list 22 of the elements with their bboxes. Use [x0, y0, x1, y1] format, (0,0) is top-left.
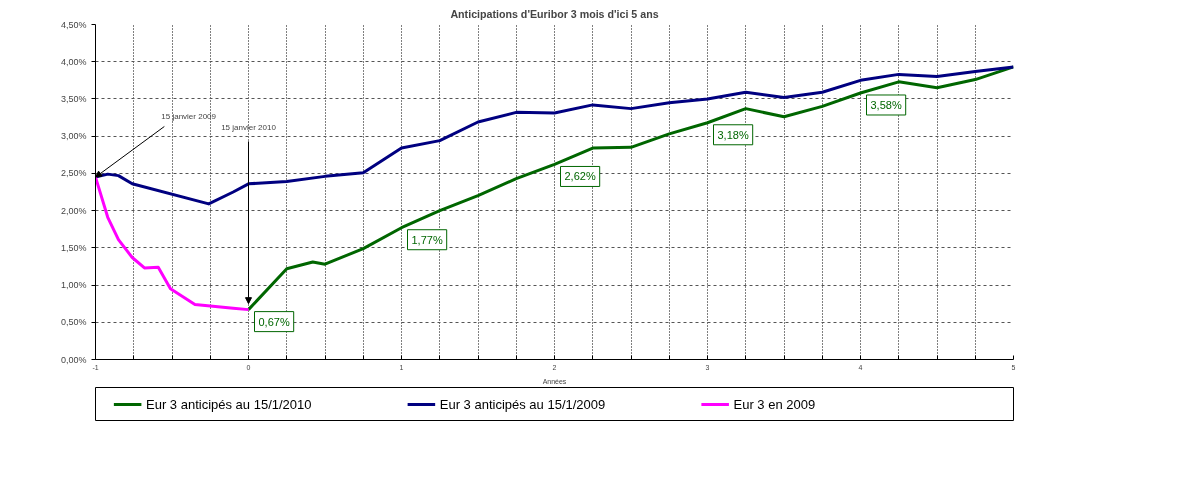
- y-tick-label: 0,50%: [60, 317, 87, 328]
- y-tick-label: 2,00%: [60, 205, 87, 216]
- line-series: [95, 65, 1014, 206]
- y-tick-label: 1,00%: [60, 280, 87, 291]
- data-label: 2,62%: [564, 170, 596, 183]
- annotation: 15 janvier 2010: [221, 123, 277, 133]
- data-label: 1,77%: [411, 233, 443, 246]
- y-tick-label: 4,50%: [60, 19, 87, 30]
- y-tick-label: 0,00%: [60, 354, 87, 365]
- y-tick-label: 1,50%: [60, 242, 87, 253]
- y-tick-label: 4,00%: [60, 56, 87, 67]
- y-tick-label: 2,50%: [60, 168, 87, 179]
- legend-label: Eur 3 anticipés au 15/1/2009: [439, 397, 606, 412]
- data-label: 0,67%: [258, 315, 290, 328]
- annotation: 15 janvier 2009: [161, 112, 217, 122]
- data-label: 3,18%: [717, 128, 749, 141]
- chart-title: Anticipations d'Euribor 3 mois d'ici 5 ans: [450, 7, 659, 20]
- y-tick-label: 3,00%: [60, 131, 87, 142]
- legend-label: Eur 3 en 2009: [733, 397, 816, 412]
- legend-label: Eur 3 anticipés au 15/1/2010: [145, 397, 312, 412]
- y-tick-label: 3,50%: [60, 93, 87, 104]
- data-label: 3,58%: [870, 98, 902, 111]
